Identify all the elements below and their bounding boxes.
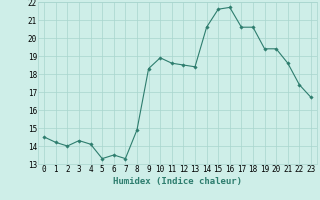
X-axis label: Humidex (Indice chaleur): Humidex (Indice chaleur) [113, 177, 242, 186]
